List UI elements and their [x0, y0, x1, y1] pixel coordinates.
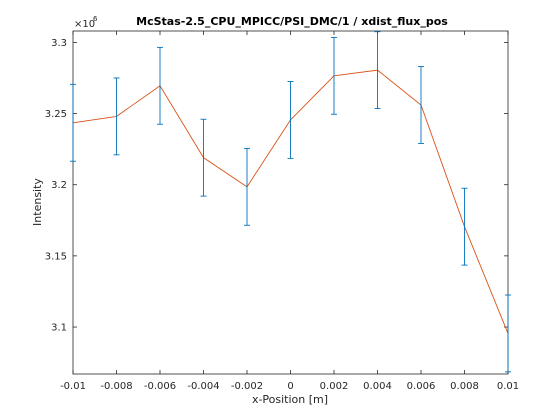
y-tick-label: 3.15 [45, 251, 67, 262]
y-axis-label: Intensity [31, 178, 44, 226]
x-axis-label: x-Position [m] [252, 393, 328, 406]
x-tick-label: 0.006 [407, 381, 436, 392]
y-exponent-base: ×10 [74, 19, 95, 30]
y-exponent-power: 6 [93, 15, 98, 23]
x-tick-label: 0.01 [497, 381, 519, 392]
y-tick-label: 3.2 [51, 180, 67, 191]
x-tick-label: -0.01 [60, 381, 86, 392]
y-tick-label: 3.3 [51, 38, 67, 49]
x-tick-label: 0.004 [363, 381, 392, 392]
x-tick-label: -0.008 [100, 381, 132, 392]
x-tick-label: 0.008 [450, 381, 479, 392]
x-tick-label: 0 [287, 381, 293, 392]
x-tick-label: 0.002 [320, 381, 349, 392]
chart-title: McStas-2.5_CPU_MPICC/PSI_DMC/1 / xdist_f… [136, 15, 448, 28]
y-exponent: ×10 6 [74, 15, 98, 30]
x-tick-label: -0.006 [144, 381, 176, 392]
y-tick-label: 3.1 [51, 323, 67, 334]
x-tick-label: -0.004 [187, 381, 219, 392]
y-tick-label: 3.25 [45, 109, 67, 120]
x-tick-label: -0.002 [231, 381, 263, 392]
